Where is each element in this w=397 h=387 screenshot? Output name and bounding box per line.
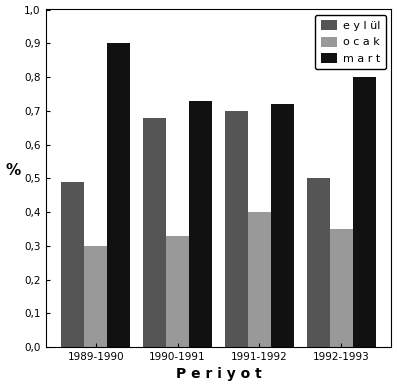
Bar: [353, 77, 376, 347]
Bar: [84, 246, 107, 347]
Bar: [143, 118, 166, 347]
Bar: [225, 111, 248, 347]
X-axis label: P e r i y o t: P e r i y o t: [176, 367, 261, 382]
Bar: [271, 104, 294, 347]
Bar: [307, 178, 330, 347]
Y-axis label: %: %: [6, 163, 21, 178]
Legend: e y l ül, o c a k, m a r t: e y l ül, o c a k, m a r t: [315, 15, 386, 69]
Bar: [330, 229, 353, 347]
Bar: [62, 182, 84, 347]
Bar: [248, 212, 271, 347]
Bar: [107, 43, 130, 347]
Bar: [166, 236, 189, 347]
Bar: [189, 101, 212, 347]
